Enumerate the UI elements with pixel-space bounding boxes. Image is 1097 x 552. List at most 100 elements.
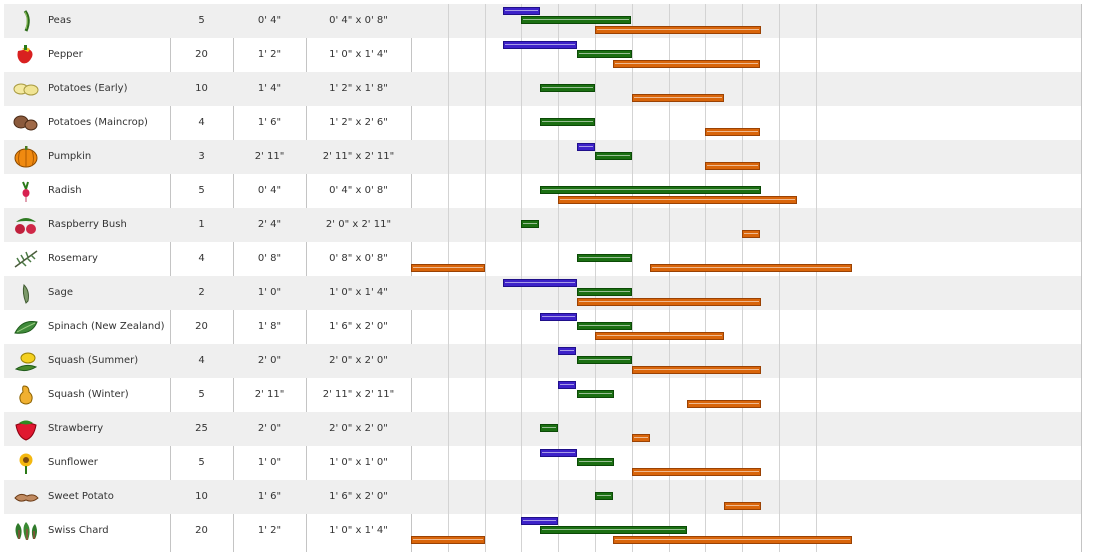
- plant-period-bar[interactable]: [540, 186, 761, 194]
- plant-period-bar[interactable]: [577, 356, 632, 364]
- harvest-period-bar[interactable]: [632, 94, 724, 102]
- sage-icon: [12, 281, 40, 305]
- plant-row[interactable]: Swiss Chard 20 1' 2" 1' 0" x 1' 4": [4, 514, 1082, 548]
- month-gridline: [632, 4, 633, 552]
- harvest-period-bar[interactable]: [742, 230, 760, 238]
- plant-period-bar[interactable]: [577, 288, 632, 296]
- rosemary-icon: [12, 247, 40, 271]
- plant-period-bar[interactable]: [577, 254, 632, 262]
- harvest-period-bar[interactable]: [595, 26, 761, 34]
- plant-count: 5: [198, 185, 205, 196]
- plant-period-bar[interactable]: [595, 152, 632, 160]
- plant-name-cell[interactable]: Spinach (New Zealand): [4, 310, 170, 344]
- harvest-period-bar[interactable]: [577, 298, 761, 306]
- row-spacing: 1' 0" x 1' 4": [329, 49, 388, 60]
- harvest-period-bar[interactable]: [595, 332, 724, 340]
- plant-name: Sweet Potato: [48, 491, 114, 502]
- sow-period-bar[interactable]: [558, 381, 576, 389]
- plant-row[interactable]: Squash (Summer) 4 2' 0" 2' 0" x 2' 0": [4, 344, 1082, 378]
- harvest-period-bar[interactable]: [632, 366, 761, 374]
- plant-row[interactable]: Spinach (New Zealand) 20 1' 8" 1' 6" x 2…: [4, 310, 1082, 344]
- plant-name: Strawberry: [48, 423, 104, 434]
- sow-period-bar[interactable]: [540, 449, 577, 457]
- month-gridline: [816, 4, 817, 552]
- plant-count: 5: [198, 389, 205, 400]
- plant-name-cell[interactable]: Potatoes (Maincrop): [4, 106, 170, 140]
- plant-period-bar[interactable]: [595, 492, 613, 500]
- sow-period-bar[interactable]: [503, 41, 577, 49]
- harvest-period-bar[interactable]: [411, 536, 485, 544]
- sow-period-bar[interactable]: [540, 313, 577, 321]
- sow-period-bar[interactable]: [577, 143, 595, 151]
- row-spacing: 1' 0" x 1' 4": [329, 287, 388, 298]
- plant-row[interactable]: Peas 5 0' 4" 0' 4" x 0' 8": [4, 4, 1082, 38]
- plant-name-cell[interactable]: Pumpkin: [4, 140, 170, 174]
- plant-spacing: 2' 4": [257, 219, 282, 230]
- harvest-period-bar[interactable]: [650, 264, 852, 272]
- row-spacing: 2' 11" x 2' 11": [322, 389, 395, 400]
- plant-period-bar[interactable]: [577, 390, 614, 398]
- harvest-period-bar[interactable]: [705, 162, 760, 170]
- plant-name: Raspberry Bush: [48, 219, 127, 230]
- plant-row[interactable]: Potatoes (Maincrop) 4 1' 6" 1' 2" x 2' 6…: [4, 106, 1082, 140]
- harvest-period-bar[interactable]: [613, 536, 852, 544]
- plant-period-bar[interactable]: [577, 50, 632, 58]
- harvest-period-bar[interactable]: [724, 502, 761, 510]
- plant-name-cell[interactable]: Squash (Summer): [4, 344, 170, 378]
- plant-period-bar[interactable]: [521, 220, 539, 228]
- plant-name-cell[interactable]: Radish: [4, 174, 170, 208]
- harvest-period-bar[interactable]: [705, 128, 760, 136]
- radish-icon: [12, 179, 40, 203]
- plant-period-bar[interactable]: [540, 84, 595, 92]
- plant-row[interactable]: Raspberry Bush 1 2' 4" 2' 0" x 2' 11": [4, 208, 1082, 242]
- plant-period-bar[interactable]: [540, 118, 595, 126]
- plant-count: 3: [198, 151, 205, 162]
- plant-name-cell[interactable]: Potatoes (Early): [4, 72, 170, 106]
- row-spacing: 2' 0" x 2' 0": [329, 355, 388, 366]
- plant-row[interactable]: Squash (Winter) 5 2' 11" 2' 11" x 2' 11": [4, 378, 1082, 412]
- plant-period-bar[interactable]: [521, 16, 631, 24]
- plant-period-bar[interactable]: [577, 458, 614, 466]
- sow-period-bar[interactable]: [503, 7, 540, 15]
- month-gridline: [669, 4, 670, 552]
- plant-name-cell[interactable]: Rosemary: [4, 242, 170, 276]
- plant-period-bar[interactable]: [540, 424, 558, 432]
- plant-row[interactable]: Sweet Potato 10 1' 6" 1' 6" x 2' 0": [4, 480, 1082, 514]
- plant-spacing: 1' 6": [257, 117, 282, 128]
- plant-name-cell[interactable]: Sweet Potato: [4, 480, 170, 514]
- plant-row[interactable]: Pumpkin 3 2' 11" 2' 11" x 2' 11": [4, 140, 1082, 174]
- harvest-period-bar[interactable]: [411, 264, 485, 272]
- plant-name-cell[interactable]: Pepper: [4, 38, 170, 72]
- harvest-period-bar[interactable]: [632, 434, 650, 442]
- row-spacing: 1' 6" x 2' 0": [329, 491, 388, 502]
- row-spacing: 1' 0" x 1' 0": [329, 457, 388, 468]
- plant-name-cell[interactable]: Peas: [4, 4, 170, 38]
- plant-spacing: 0' 8": [257, 253, 282, 264]
- peas-icon: [12, 9, 40, 33]
- plant-name: Peas: [48, 15, 72, 26]
- plant-name: Spinach (New Zealand): [48, 321, 165, 332]
- sow-period-bar[interactable]: [558, 347, 576, 355]
- plant-name-cell[interactable]: Sunflower: [4, 446, 170, 480]
- strawberry-icon: [12, 417, 40, 441]
- harvest-period-bar[interactable]: [558, 196, 797, 204]
- plant-spacing: 1' 4": [257, 83, 282, 94]
- harvest-period-bar[interactable]: [613, 60, 760, 68]
- plant-name: Sage: [48, 287, 73, 298]
- harvest-period-bar[interactable]: [632, 468, 761, 476]
- plant-period-bar[interactable]: [577, 322, 632, 330]
- plant-name-cell[interactable]: Strawberry: [4, 412, 170, 446]
- harvest-period-bar[interactable]: [687, 400, 761, 408]
- sow-period-bar[interactable]: [521, 517, 558, 525]
- row-spacing: 1' 2" x 1' 8": [329, 83, 388, 94]
- plant-row[interactable]: Sunflower 5 1' 0" 1' 0" x 1' 0": [4, 446, 1082, 480]
- plant-name-cell[interactable]: Sage: [4, 276, 170, 310]
- plant-row[interactable]: Radish 5 0' 4" 0' 4" x 0' 8": [4, 174, 1082, 208]
- plant-row[interactable]: Rosemary 4 0' 8" 0' 8" x 0' 8": [4, 242, 1082, 276]
- plant-name-cell[interactable]: Swiss Chard: [4, 514, 170, 548]
- plant-period-bar[interactable]: [540, 526, 687, 534]
- sow-period-bar[interactable]: [503, 279, 577, 287]
- plant-row[interactable]: Pepper 20 1' 2" 1' 0" x 1' 4": [4, 38, 1082, 72]
- plant-name-cell[interactable]: Raspberry Bush: [4, 208, 170, 242]
- plant-name-cell[interactable]: Squash (Winter): [4, 378, 170, 412]
